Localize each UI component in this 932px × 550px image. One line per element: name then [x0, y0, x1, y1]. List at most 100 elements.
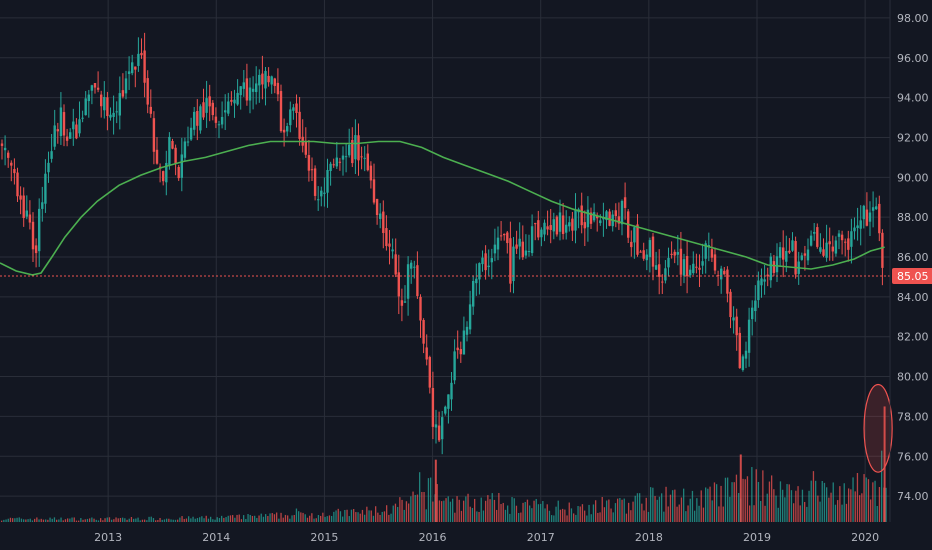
candle-body: [158, 166, 162, 168]
volume-bar: [177, 519, 179, 522]
volume-bar: [183, 518, 185, 522]
candle-body: [729, 291, 732, 318]
volume-bars: [1, 406, 887, 522]
volume-bar: [135, 518, 137, 522]
volume-bar: [91, 517, 93, 522]
volume-bar: [372, 515, 375, 522]
volume-bar: [146, 520, 148, 522]
volume-bar: [766, 493, 768, 522]
candle-body: [561, 215, 565, 234]
volume-bar: [881, 450, 883, 522]
volume-bar: [276, 512, 278, 522]
volume-bar: [273, 514, 276, 522]
y-tick-label: 96.00: [897, 52, 929, 65]
volume-bar: [760, 500, 762, 522]
volume-bar: [738, 493, 740, 522]
candle-body: [819, 247, 822, 252]
volume-bar: [821, 480, 823, 522]
volume-bar: [566, 515, 568, 522]
candle-body: [537, 220, 540, 238]
candle-body: [552, 219, 555, 232]
volume-bar: [768, 481, 771, 522]
price-axis[interactable]: 98.00 96.00 94.00 92.00 90.00 88.00 86.00 84.00…: [897, 12, 929, 503]
candle-body: [10, 162, 13, 166]
volume-bar: [56, 519, 58, 522]
candle-body: [236, 92, 239, 105]
volume-bar: [445, 498, 447, 522]
last-price-label-bg: [892, 267, 932, 284]
candle-body: [56, 129, 59, 132]
volume-bar: [529, 505, 531, 522]
candle-body: [710, 249, 714, 258]
candle-body: [726, 269, 729, 294]
candle-body: [258, 74, 261, 86]
volume-bar: [419, 472, 421, 522]
candle-body: [834, 240, 838, 254]
candle-body: [394, 254, 397, 275]
volume-bar: [687, 505, 689, 522]
candle-body: [583, 222, 586, 229]
volume-bar: [124, 518, 126, 522]
candle-body: [81, 117, 84, 119]
volume-bar: [537, 504, 540, 522]
volume-bar: [359, 513, 361, 522]
volume-bar: [414, 494, 416, 522]
volume-bar: [480, 497, 482, 522]
y-tick-label: 82.00: [897, 331, 929, 344]
volume-bar: [471, 508, 474, 522]
volume-bar: [174, 519, 177, 522]
candle-body: [813, 232, 816, 234]
candle-body: [307, 155, 311, 171]
candle-body: [41, 202, 44, 209]
candle-body: [673, 251, 676, 256]
candle-body: [828, 241, 831, 245]
volume-bar: [691, 490, 694, 522]
volume-bar: [876, 505, 878, 522]
candle-body: [778, 247, 782, 258]
candle-body: [654, 265, 658, 270]
candle-body: [242, 82, 245, 89]
volume-bar: [58, 519, 60, 522]
volume-bar: [801, 489, 804, 522]
volume-bar: [652, 487, 654, 522]
volume-bar: [883, 406, 886, 522]
candle-body: [642, 250, 645, 259]
candle-body: [298, 111, 301, 139]
volume-bar: [573, 513, 575, 522]
volume-bar: [311, 513, 313, 522]
volume-bar: [867, 479, 870, 522]
volume-bar: [188, 516, 190, 522]
volume-bar: [322, 512, 324, 522]
volume-bar: [438, 500, 441, 522]
candle-body: [695, 266, 698, 268]
volume-bar: [309, 515, 311, 522]
volume-bar: [115, 517, 117, 522]
volume-bar: [856, 472, 859, 522]
candle-body: [825, 242, 828, 258]
volume-bar: [764, 505, 766, 522]
volume-bar: [460, 510, 463, 522]
volume-bar: [357, 512, 359, 522]
volume-bar: [848, 488, 850, 522]
candle-body: [202, 102, 205, 118]
candle-body: [75, 124, 78, 139]
volume-bar: [269, 513, 271, 522]
volume-bar: [667, 506, 669, 522]
candle-body: [338, 161, 342, 163]
time-axis[interactable]: 2013 2014 2015 2016 2017 2018 2019 2020: [94, 531, 879, 544]
volume-bar: [436, 484, 438, 522]
volume-bar: [128, 518, 130, 522]
volume-bar: [744, 479, 746, 522]
volume-bar: [557, 500, 559, 522]
candle-body: [28, 214, 32, 223]
volume-bar: [375, 506, 377, 522]
volume-bar: [799, 505, 801, 522]
y-tick-label: 86.00: [897, 251, 929, 264]
volume-bar: [291, 515, 293, 522]
candle-body: [592, 212, 596, 221]
candle-body: [431, 387, 435, 427]
candle-body: [623, 197, 627, 208]
volume-bar: [95, 519, 97, 522]
volume-bar: [507, 505, 509, 522]
